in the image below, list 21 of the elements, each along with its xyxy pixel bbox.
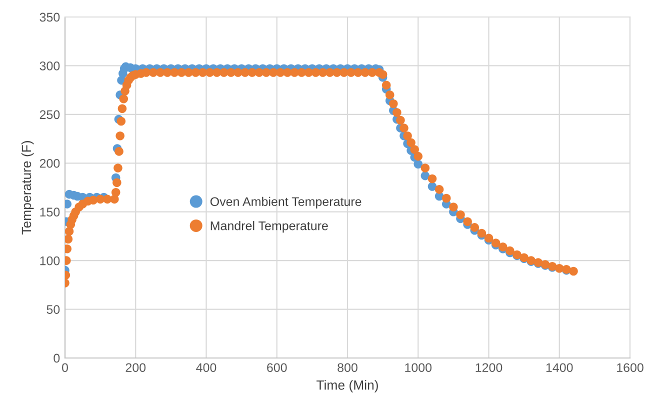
y-axis-title: Temperature (F) [21,141,34,234]
x-tick-label: 1000 [405,363,432,372]
x-tick-label: 600 [267,363,287,372]
x-tick-label: 1200 [476,363,502,372]
x-tick-label: 200 [126,363,146,372]
y-tick-label: 100 [40,256,60,266]
y-tick-label: 350 [40,12,60,22]
y-tick-label: 200 [40,158,60,168]
y-tick-label: 300 [40,62,60,70]
legend-label: Mandrel Temperature [210,221,328,233]
y-tick-label: 150 [40,208,60,217]
legend-label: Oven Ambient Temperature [210,196,362,209]
y-tick-label: 250 [40,110,60,120]
x-tick-label: 1400 [546,363,573,372]
y-tick-label: 50 [46,305,60,314]
x-tick-label: 1600 [617,363,644,372]
y-tick-label: 0 [54,354,60,363]
x-axis-title: Time (Min) [316,380,378,392]
x-tick-label: 0 [62,363,68,372]
x-tick-label: 800 [338,363,358,372]
x-tick-label: 400 [196,363,216,372]
